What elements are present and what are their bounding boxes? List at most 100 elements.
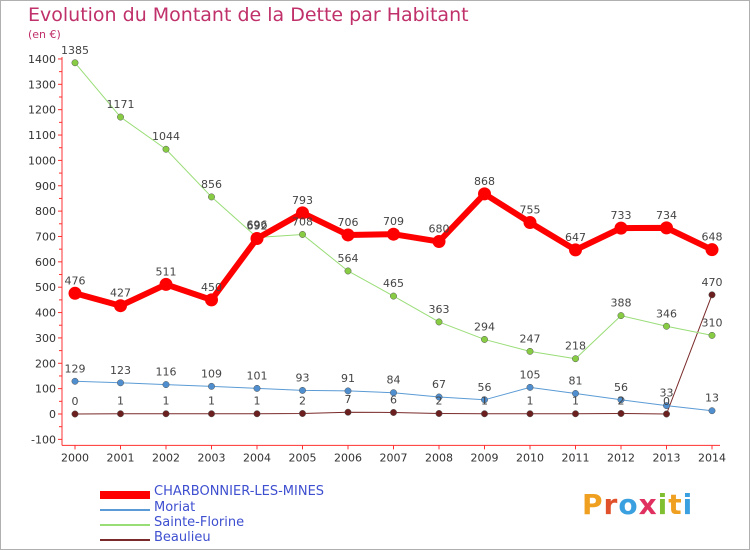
series-1-label-10: 105 [520, 368, 541, 381]
series-3-point-11 [572, 410, 579, 418]
series-1-point-2 [162, 381, 170, 389]
series-2-point-11 [572, 355, 579, 363]
series-3-point-4 [253, 410, 261, 418]
series-2-label-3: 856 [201, 178, 222, 191]
x-tick-label-13: 2013 [653, 451, 681, 464]
series-3-label-0: 0 [72, 395, 79, 408]
series-0-label-3: 450 [201, 281, 222, 294]
series-1-label-5: 93 [296, 371, 310, 384]
series-1-label-11: 81 [569, 374, 583, 387]
series-2-label-2: 1044 [152, 130, 180, 143]
series-0-point-11 [569, 243, 582, 257]
series-1-label-2: 116 [156, 366, 177, 379]
series-0-point-1 [114, 299, 127, 313]
series-2-label-4: 696 [247, 218, 268, 231]
series-0-label-12: 733 [611, 209, 632, 222]
x-tick-label-7: 2007 [380, 451, 408, 464]
series-1-label-3: 109 [201, 367, 222, 380]
series-1-point-7 [390, 389, 397, 397]
series-0-label-10: 755 [520, 204, 541, 217]
series-0-label-13: 734 [656, 209, 677, 222]
x-tick-label-0: 2000 [61, 451, 89, 464]
y-tick-label-1: 0 [49, 408, 56, 421]
y-tick-label-9: 800 [35, 205, 56, 218]
series-3-label-1: 1 [117, 395, 124, 408]
series-2-point-8 [435, 318, 443, 326]
legend-label-charbonnier: CHARBONNIER-LES-MINES [154, 484, 325, 499]
series-2-point-7 [390, 292, 397, 300]
series-2-point-14 [708, 331, 716, 339]
series-1-point-4 [253, 384, 261, 392]
series-2-point-13 [663, 322, 670, 330]
x-tick-label-5: 2005 [289, 451, 317, 464]
series-1-point-3 [208, 382, 215, 390]
series-2-label-8: 363 [429, 303, 450, 316]
series-2-label-6: 564 [338, 252, 359, 265]
series-0-label-11: 647 [565, 231, 586, 244]
series-1-label-13: 33 [660, 387, 674, 400]
y-tick-label-5: 400 [35, 307, 56, 320]
series-3-label-12: 2 [618, 394, 625, 407]
series-3-label-3: 1 [208, 395, 215, 408]
series-2-label-13: 346 [656, 307, 677, 320]
series-1-label-0: 129 [65, 362, 86, 375]
series-3-point-0 [71, 410, 79, 418]
series-2-point-6 [344, 267, 352, 275]
chart-subtitle: (en €) [28, 28, 61, 41]
series-0-point-4 [250, 232, 264, 246]
series-2-point-10 [526, 347, 534, 355]
y-tick-label-10: 900 [35, 180, 56, 193]
series-0-point-2 [159, 277, 173, 291]
series-0-point-7 [387, 227, 400, 241]
legend-swatch-beaulieu [100, 539, 150, 541]
series-3-point-13 [663, 410, 670, 418]
x-tick-label-9: 2009 [471, 451, 499, 464]
proxiti-logo: Proxiti [582, 488, 694, 521]
series-0-point-12 [614, 221, 628, 235]
series-0-point-6 [341, 228, 355, 242]
series-2-label-1: 1171 [107, 98, 135, 111]
series-2-point-1 [117, 113, 124, 121]
series-2-label-7: 465 [383, 277, 404, 290]
y-tick-label-6: 500 [35, 281, 56, 294]
x-tick-label-4: 2004 [243, 451, 271, 464]
series-1-label-9: 56 [478, 381, 492, 394]
series-2-point-12 [617, 312, 625, 320]
series-0-label-7: 709 [383, 215, 404, 228]
series-3-label-6: 7 [345, 393, 352, 406]
y-tick-label-3: 200 [35, 357, 56, 370]
series-0-point-3 [205, 293, 218, 307]
series-3-label-10: 1 [527, 395, 534, 408]
y-tick-label-11: 1000 [28, 154, 56, 167]
series-3-label-4: 1 [254, 395, 261, 408]
y-tick-label-14: 1300 [28, 78, 56, 91]
series-2-point-0 [71, 59, 79, 67]
series-0-label-6: 706 [338, 216, 359, 229]
series-0-label-8: 680 [429, 223, 450, 236]
x-tick-label-11: 2011 [562, 451, 590, 464]
series-1-label-1: 123 [110, 364, 131, 377]
series-2-point-3 [208, 193, 215, 201]
series-0-point-14 [705, 243, 719, 257]
series-2-label-10: 247 [520, 332, 541, 345]
series-3-label-11: 1 [572, 395, 579, 408]
x-tick-label-10: 2010 [516, 451, 544, 464]
y-tick-label-8: 700 [35, 230, 56, 243]
chart-title: Evolution du Montant de la Dette par Hab… [28, 4, 469, 26]
series-3-point-10 [526, 410, 534, 418]
series-0-label-5: 793 [292, 194, 313, 207]
x-tick-label-8: 2008 [425, 451, 453, 464]
y-tick-label-12: 1100 [28, 129, 56, 142]
series-3-point-3 [208, 410, 215, 418]
x-tick-label-12: 2012 [607, 451, 635, 464]
series-0-point-10 [523, 216, 537, 230]
legend-label-moriat: Moriat [154, 500, 196, 515]
x-tick-label-2: 2002 [152, 451, 180, 464]
series-1-label-6: 91 [341, 372, 355, 385]
y-tick-label-0: -100 [31, 433, 56, 446]
series-3-point-6 [344, 408, 352, 416]
series-3-point-5 [299, 410, 306, 417]
series-3-label-14: 470 [702, 276, 723, 289]
y-tick-label-7: 600 [35, 256, 56, 269]
x-tick-label-3: 2003 [198, 451, 226, 464]
